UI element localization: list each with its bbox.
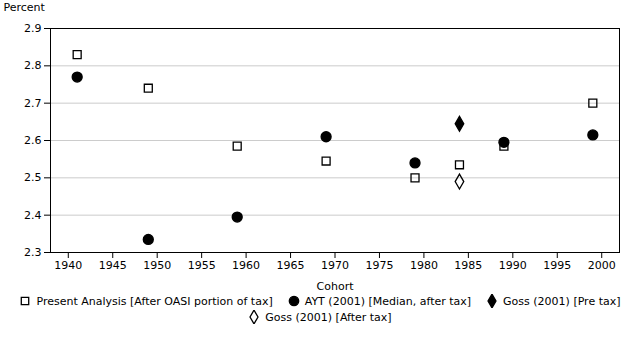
svg-text:1955: 1955 — [188, 259, 216, 272]
svg-text:1945: 1945 — [99, 259, 127, 272]
svg-text:1975: 1975 — [365, 259, 393, 272]
svg-text:Cohort: Cohort — [317, 280, 355, 293]
svg-text:2.6: 2.6 — [24, 134, 42, 147]
svg-text:1965: 1965 — [277, 259, 305, 272]
html-text:Goss (2001) [After tax]: Goss (2001) [After tax] — [265, 310, 392, 324]
svg-text:1985: 1985 — [454, 259, 482, 272]
html-text:AYT (2001) [Median, after tax]: AYT (2001) [Median, after tax] — [304, 294, 472, 308]
svg-text:Percent: Percent — [4, 1, 46, 14]
html-text:Present Analysis [After OASI p: Present Analysis [After OASI portion of … — [36, 294, 273, 308]
svg-text:2.5: 2.5 — [24, 171, 42, 184]
html-text:Goss (2001) [Pre tax]: Goss (2001) [Pre tax] — [503, 294, 621, 308]
svg-text:1960: 1960 — [232, 259, 260, 272]
svg-text:1970: 1970 — [321, 259, 349, 272]
svg-text:1995: 1995 — [543, 259, 571, 272]
svg-text:1990: 1990 — [499, 259, 527, 272]
svg-text:2.8: 2.8 — [24, 59, 42, 72]
svg-text:2.7: 2.7 — [24, 97, 42, 110]
svg-text:2000: 2000 — [588, 259, 616, 272]
svg-text:2.3: 2.3 — [24, 246, 42, 259]
svg-text:1980: 1980 — [410, 259, 438, 272]
svg-text:2.4: 2.4 — [24, 209, 42, 222]
svg-text:1950: 1950 — [143, 259, 171, 272]
svg-text:1940: 1940 — [54, 259, 82, 272]
svg-text:2.9: 2.9 — [24, 22, 42, 35]
